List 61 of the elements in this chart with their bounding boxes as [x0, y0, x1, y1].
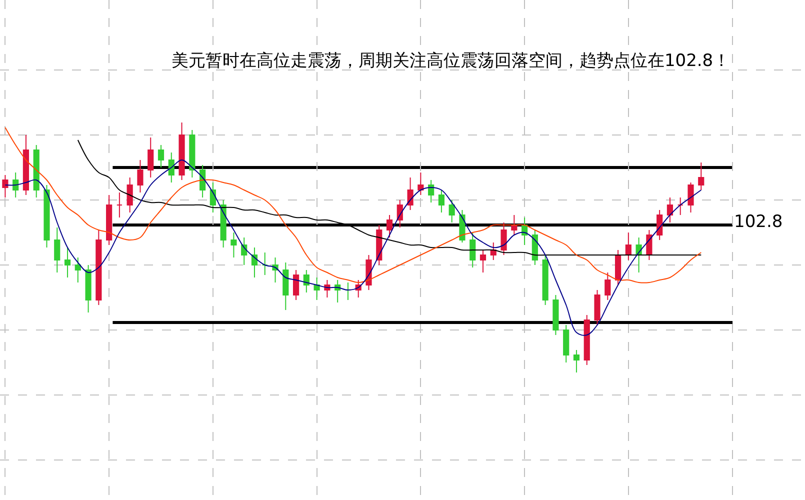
candlestick — [251, 247, 258, 278]
candlestick — [148, 137, 154, 178]
candlestick — [376, 224, 382, 266]
candlestick — [241, 237, 248, 266]
candlestick — [85, 264, 92, 313]
candlestick — [448, 200, 455, 223]
candlestick — [438, 190, 444, 213]
candlestick — [64, 247, 71, 278]
candlestick — [210, 182, 216, 213]
candlestick — [220, 200, 226, 248]
candlestick — [386, 214, 393, 238]
candlestick — [698, 162, 704, 190]
candlestick — [44, 184, 50, 248]
candlestick — [428, 180, 434, 203]
candlestick — [584, 314, 590, 366]
candlestick — [168, 152, 174, 183]
candlestick — [344, 282, 352, 300]
candlestick — [511, 214, 518, 236]
candlestick — [625, 232, 632, 260]
candlestick — [230, 232, 237, 258]
candlestick — [22, 134, 30, 196]
candlestick — [614, 250, 622, 286]
candlestick — [666, 197, 674, 223]
chart-title: 美元暂时在高位走震荡，周期关注高位震荡回落空间，趋势点位在102.8！ — [171, 50, 730, 71]
candlestick — [490, 242, 496, 260]
candlestick — [459, 210, 466, 243]
text: 102.8 — [734, 212, 783, 232]
candlestick — [552, 294, 559, 336]
candlestick — [407, 177, 414, 210]
candlestick — [500, 222, 507, 256]
candlestick — [282, 262, 289, 310]
candlestick — [200, 164, 206, 198]
candlestick — [542, 254, 548, 306]
candlestick — [74, 257, 81, 283]
candlestick — [656, 210, 663, 240]
candlestick — [594, 290, 600, 326]
candlestick — [688, 182, 694, 213]
candlestick — [54, 227, 60, 273]
candlestick — [303, 270, 310, 293]
candlestick — [96, 230, 102, 306]
candlestick — [573, 350, 580, 373]
candlestick — [158, 144, 164, 168]
candlestick — [314, 277, 320, 300]
candlestick — [2, 174, 8, 198]
candlestick — [563, 324, 570, 363]
candlestick — [292, 270, 300, 300]
candlestick — [12, 172, 19, 198]
candlestick — [33, 144, 40, 198]
candlestick — [137, 160, 144, 193]
candlestick — [126, 177, 133, 213]
candlestick — [106, 194, 112, 246]
candlestick — [470, 232, 476, 268]
candlestick — [418, 172, 424, 196]
candlestick — [189, 130, 196, 178]
candlestick — [532, 230, 538, 266]
candlestick — [604, 272, 611, 300]
candlestick — [677, 197, 684, 216]
candlestick — [178, 122, 185, 180]
candlestick — [480, 250, 486, 273]
candlestick — [262, 252, 268, 276]
candlestick — [116, 192, 122, 218]
